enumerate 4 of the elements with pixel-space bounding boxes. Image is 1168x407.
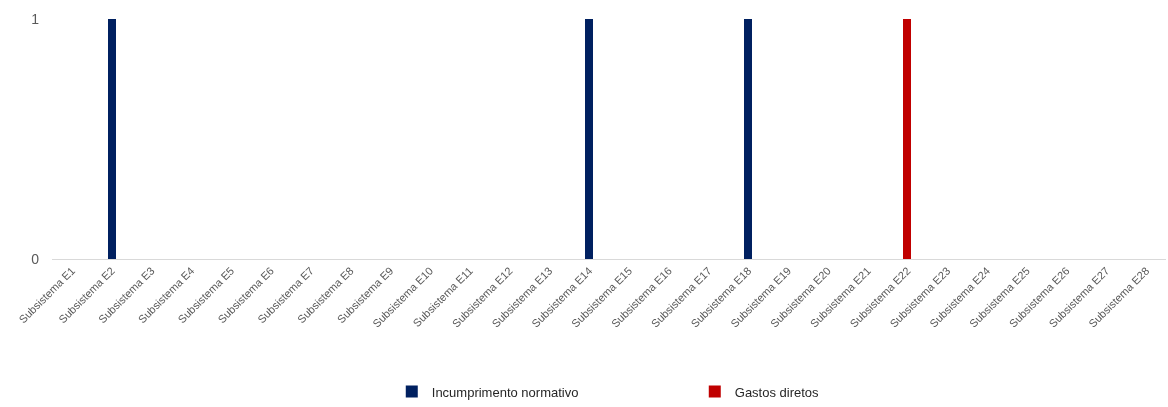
legend-label: Gastos diretos (734, 384, 820, 400)
legend-label: Incumprimento normativo (431, 384, 579, 400)
y-tick-label: 0 (31, 250, 40, 267)
y-tick-label: 1 (31, 10, 40, 27)
